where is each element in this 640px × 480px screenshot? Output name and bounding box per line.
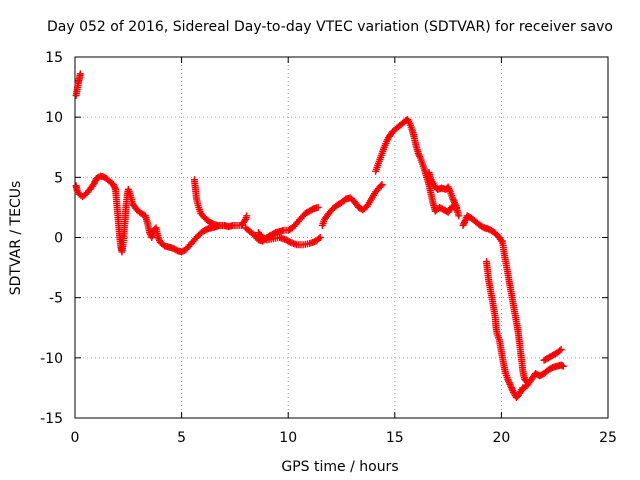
series-seg5 [254,229,324,249]
data-point [110,182,118,190]
data-point [378,181,386,189]
data-point [455,212,463,220]
data-point [450,197,458,205]
data-point [460,220,468,228]
y-tick-label: 5 [54,170,63,186]
data-point [155,235,163,243]
series-seg11 [482,258,527,402]
series-seg10 [459,212,505,245]
data-point [415,151,423,159]
y-axis-label: SDTVAR / TECUs [8,181,24,296]
series-seg4 [242,203,322,245]
series-seg13 [519,361,567,393]
series-seg8 [425,169,461,211]
series-seg1 [72,70,84,100]
data-point [111,184,119,192]
y-tick-label: 10 [45,110,63,126]
data-point [460,218,468,226]
data-point [90,179,98,187]
series-seg3 [190,176,228,229]
data-point [416,152,424,160]
data-point [91,178,99,186]
y-tick-label: 0 [54,231,63,247]
data-point [240,217,248,225]
axis-ticks: 0 5 10 15 20 25 -15 -10 -5 0 5 10 15 [40,50,617,446]
x-tick-label: 15 [386,430,404,446]
x-tick-label: 0 [71,430,80,446]
data-point [507,382,515,390]
data-point [316,234,324,241]
data-point [459,221,467,229]
data-point [559,362,567,370]
x-axis-label: GPS time / hours [281,459,398,475]
data-point [445,185,453,193]
y-tick-label: -15 [40,411,63,427]
x-tick-label: 10 [279,430,297,446]
y-tick-label: -10 [40,351,63,367]
series-seg9 [431,202,463,220]
data-point [444,183,452,191]
data-point [461,217,469,225]
data-point [414,149,422,157]
x-tick-label: 5 [177,430,186,446]
data-point [506,380,514,388]
data-point [505,377,513,385]
series-seg2 [72,172,251,256]
data-series [72,70,567,402]
data-point [377,182,385,190]
data-point [243,212,251,220]
data-point [504,375,512,383]
series-seg14 [540,345,565,364]
data-point [508,385,516,393]
data-point [557,345,565,353]
x-tick-label: 25 [599,430,617,446]
data-point [507,384,515,392]
data-point [446,186,454,194]
data-point [556,347,564,355]
data-point [109,181,117,189]
data-point [509,387,517,395]
data-point [448,194,456,202]
chart-title: Day 052 of 2016, Sidereal Day-to-day VTE… [47,19,613,35]
data-point [450,199,458,207]
data-point [154,234,162,241]
data-point [505,379,513,387]
data-point [76,70,84,78]
data-point [314,203,322,211]
series-seg6 [318,181,386,229]
y-tick-label: 15 [45,50,63,66]
y-tick-label: -5 [49,291,63,307]
series-seg7 [372,116,439,215]
data-point [315,235,323,243]
series-seg12 [498,237,531,386]
x-tick-label: 20 [492,430,510,446]
data-point [220,221,228,229]
data-point [449,195,457,203]
